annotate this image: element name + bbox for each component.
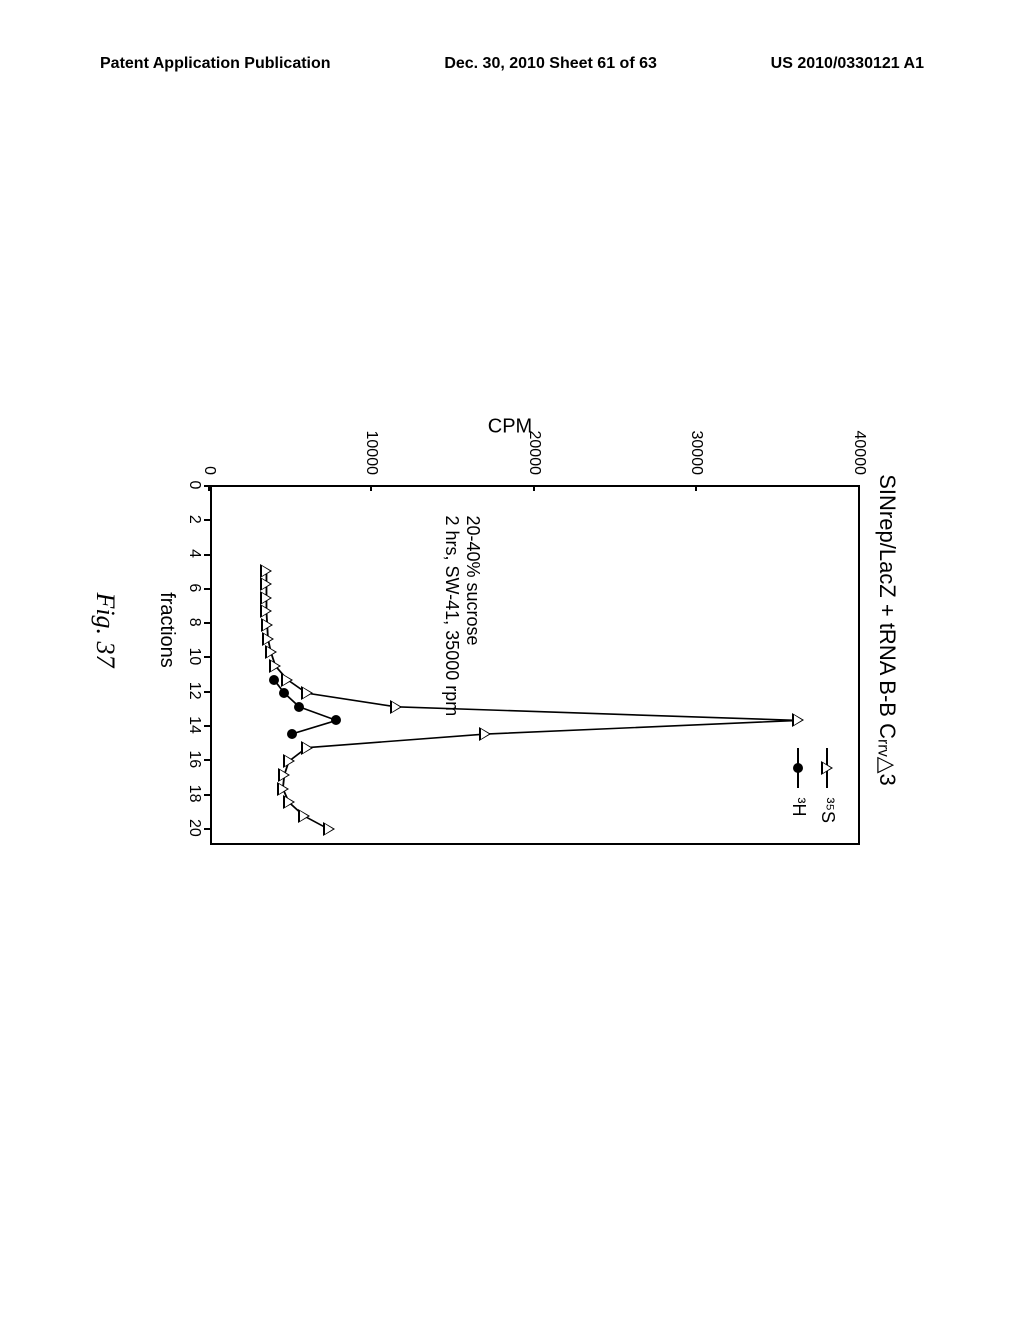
data-marker [269,659,281,673]
y-tick-mark [371,485,373,491]
x-tick-label: 12 [185,682,203,700]
data-marker [390,700,402,714]
y-tick-mark [696,485,698,491]
legend-line-35s [827,748,829,788]
x-tick-mark [204,691,210,693]
data-marker [277,782,289,796]
header-center: Dec. 30, 2010 Sheet 61 of 63 [444,55,657,73]
data-marker [262,632,274,646]
x-tick-mark [204,759,210,761]
data-marker [260,577,272,591]
x-tick-label: 0 [185,481,203,490]
x-tick-label: 6 [185,583,203,592]
x-tick-label: 8 [185,618,203,627]
plot-area [262,557,858,843]
circle-icon [794,763,804,773]
legend-item-35s: ³⁵S [817,748,838,823]
legend-label-35s: ³⁵S [817,798,838,823]
data-marker [261,618,273,632]
page-header: Patent Application Publication Dec. 30, … [0,55,1024,73]
chart-container: SINrep/LacZ + tRNA B-B Cᵣᵣᵥ△3 ³⁵S ³H [160,415,860,845]
y-tick-label: 40000 [850,415,868,475]
x-tick-mark [204,656,210,658]
y-tick-label: 0 [200,415,218,475]
y-tick-label: 10000 [363,415,381,475]
line-svg [262,557,858,843]
legend-item-3h: ³H [788,748,809,823]
chart-annotation: 20-40% sucrose 2 hrs, SW-41, 35000 rpm [441,515,483,716]
data-marker [279,688,289,698]
y-tick-mark [858,485,860,491]
chart-area: SINrep/LacZ + tRNA B-B Cᵣᵣᵥ△3 ³⁵S ³H [160,415,860,845]
x-tick-mark [204,794,210,796]
x-tick-label: 18 [185,785,203,803]
data-marker [283,795,295,809]
y-tick-mark [533,485,535,491]
x-tick-label: 2 [185,515,203,524]
data-marker [265,645,277,659]
chart-title: SINrep/LacZ + tRNA B-B Cᵣᵣᵥ△3 [874,474,900,785]
x-tick-mark [204,588,210,590]
data-marker [260,564,272,578]
data-marker [323,822,335,836]
data-marker [792,713,804,727]
plot-border: ³⁵S ³H 20-40% sucrose 2 hrs, SW-41, 3500… [210,485,860,845]
data-marker [269,675,279,685]
data-marker [294,702,304,712]
data-marker [278,768,290,782]
data-marker [298,809,310,823]
x-tick-mark [204,622,210,624]
data-marker [260,604,272,618]
x-tick-mark [204,725,210,727]
x-tick-mark [204,554,210,556]
legend-line-3h [798,748,800,788]
header-left: Patent Application Publication [100,55,331,73]
annotation-line1: 20-40% sucrose [462,515,483,716]
x-tick-mark [204,828,210,830]
x-tick-label: 20 [185,819,203,837]
annotation-line2: 2 hrs, SW-41, 35000 rpm [441,515,462,716]
data-marker [260,591,272,605]
data-marker [480,727,492,741]
data-marker [301,686,313,700]
figure-label: Fig. 37 [90,592,120,667]
triangle-icon [822,761,834,775]
x-tick-label: 14 [185,716,203,734]
y-tick-label: 30000 [688,415,706,475]
x-tick-label: 10 [185,648,203,666]
x-tick-mark [204,485,210,487]
x-tick-label: 16 [185,750,203,768]
y-tick-label: 20000 [525,415,543,475]
header-right: US 2010/0330121 A1 [771,55,924,73]
x-tick-label: 4 [185,549,203,558]
data-marker [301,741,313,755]
x-tick-mark [204,519,210,521]
data-marker [281,673,293,687]
data-marker [283,754,295,768]
legend: ³⁵S ³H [780,748,838,823]
data-marker [287,729,297,739]
data-marker [332,715,342,725]
legend-label-3h: ³H [788,798,809,817]
x-axis-label: fractions [155,592,178,668]
